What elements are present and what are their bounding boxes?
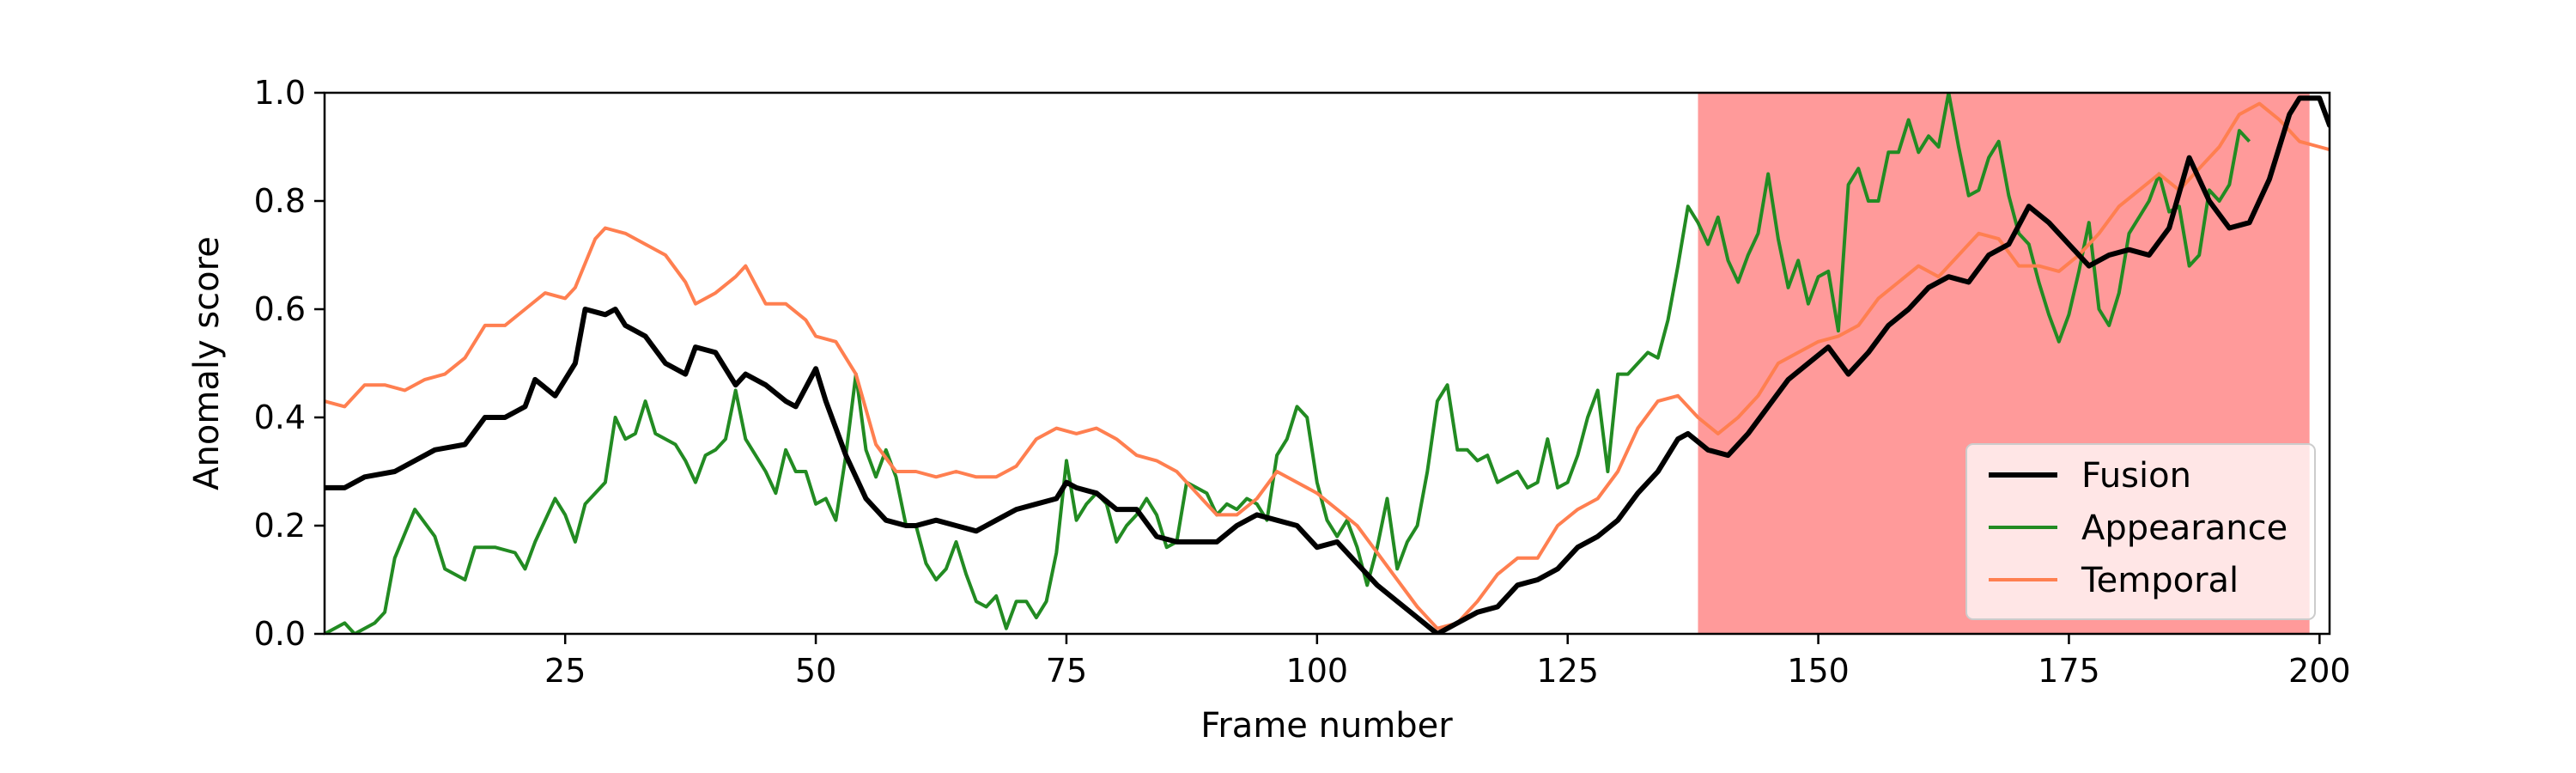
y-axis-label: Anomaly score	[187, 236, 227, 490]
x-tick-label: 125	[1536, 652, 1599, 690]
y-axis-ticks: 0.0 0.2 0.4 0.6 0.8 1.0	[254, 74, 325, 653]
x-axis-ticks: 25 50 75 100 125 150 175 200	[544, 634, 2351, 690]
x-tick-label: 200	[2288, 652, 2351, 690]
y-tick-label: 0.6	[254, 290, 306, 328]
x-tick-label: 175	[2038, 652, 2100, 690]
plot-frame	[323, 91, 2331, 636]
x-tick-label: 50	[795, 652, 836, 690]
x-axis-label: Frame number	[1200, 706, 1453, 746]
series-layer	[325, 93, 2330, 634]
x-tick-label: 25	[544, 652, 586, 690]
y-tick-label: 0.4	[254, 399, 306, 436]
y-tick-label: 0.8	[254, 182, 306, 220]
legend-box	[1965, 443, 2316, 620]
y-tick-label: 1.0	[254, 74, 306, 112]
series-line-fusion	[325, 95, 2330, 634]
legend-label-fusion: Fusion	[2081, 456, 2191, 496]
legend: Fusion Appearance Temporal	[1965, 443, 2316, 620]
x-tick-label: 100	[1286, 652, 1349, 690]
legend-label-appearance: Appearance	[2081, 508, 2287, 548]
legend-label-temporal: Temporal	[2081, 561, 2239, 600]
y-tick-label: 0.0	[254, 615, 306, 653]
x-tick-label: 150	[1787, 652, 1850, 690]
series-line-appearance	[325, 93, 2251, 634]
x-tick-label: 75	[1046, 652, 1087, 690]
y-tick-label: 0.2	[254, 507, 306, 545]
series-line-temporal	[325, 101, 2330, 630]
